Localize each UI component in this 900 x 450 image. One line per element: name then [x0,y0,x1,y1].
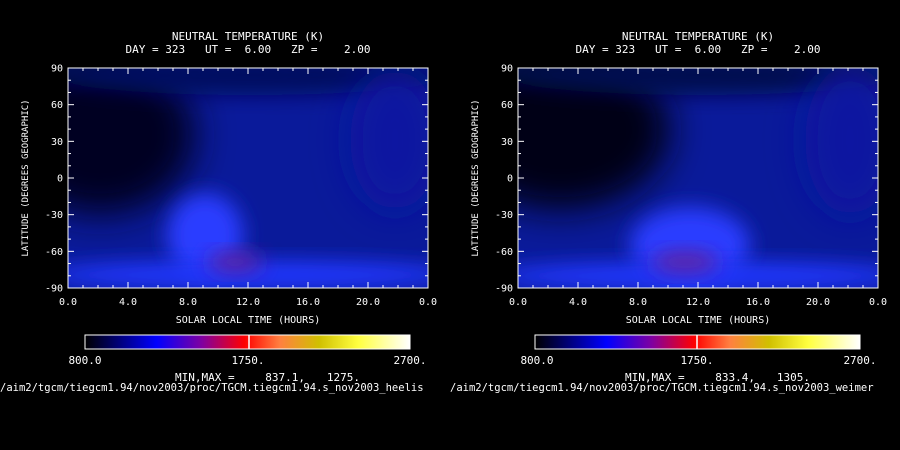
chart-panel-right: NEUTRAL TEMPERATURE (K) DAY = 323 UT = 6… [471,30,887,384]
y-tick-label: 90 [51,64,63,75]
heatmap-dark-region-east [805,68,878,215]
colorbar-max-label: 2700. [393,354,426,367]
axis-ticks: 0.0 4.0 8.0 12.0 16.0 20.0 0.0 90 60 30 0 -30 -60 -90 [45,64,437,309]
source-path-right: /aim2/tgcm/tiegcm1.94/nov2003/proc/TGCM.… [450,382,900,394]
heatmap-cold-region-north [518,68,878,95]
x-tick-label: 12.0 [236,297,260,308]
heatmap-dark-region-east [350,70,428,210]
chart-panel-left: NEUTRAL TEMPERATURE (K) DAY = 323 UT = 6… [21,30,437,384]
heatmap-hot-spot [207,252,263,272]
heatmap-field [518,68,878,288]
minmax-label: MIN,MAX = [625,371,685,384]
source-path-left-text: /aim2/tgcm/tiegcm1.94/nov2003/proc/TGCM.… [0,382,424,394]
chart-title: NEUTRAL TEMPERATURE (K) [172,30,324,43]
x-tick-label: 8.0 [179,297,197,308]
y-tick-label: 90 [501,64,513,75]
heatmap-field [68,68,428,288]
heatmap-cold-region [68,68,195,215]
y-tick-label: 30 [501,137,513,148]
colorbar-max-label: 2700. [843,354,876,367]
x-tick-label: 20.0 [356,297,380,308]
colorbar-mid-label: 1750. [680,354,713,367]
colorbar-mid-label: 1750. [231,354,264,367]
y-tick-label: 60 [51,100,63,111]
colorbar-min-label: 800.0 [520,354,553,367]
x-tick-label: 0.0 [59,297,77,308]
source-path-right-text: /aim2/tgcm/tiegcm1.94/nov2003/proc/TGCM.… [450,382,874,394]
heatmap-warm-band [68,261,428,288]
heatmap-cold-region-north [68,68,428,95]
x-tick-label: 8.0 [629,297,647,308]
source-path-left: /aim2/tgcm/tiegcm1.94/nov2003/proc/TGCM.… [0,382,450,394]
minmax-label: MIN,MAX = [175,371,235,384]
y-tick-label: -30 [495,210,513,221]
y-tick-label: 60 [501,100,513,111]
y-axis-label: LATITUDE (DEGREES GEOGRAPHIC) [21,99,31,256]
heatmap-hot-spot [651,251,719,273]
x-tick-label: 0.0 [509,297,527,308]
x-axis-label: SOLAR LOCAL TIME (HOURS) [626,315,771,326]
y-tick-label: 30 [51,137,63,148]
x-tick-label: 4.0 [569,297,587,308]
x-tick-label: 12.0 [686,297,710,308]
y-tick-label: 0 [57,174,63,185]
max-value: 1275. [327,371,360,384]
y-tick-label: -90 [495,284,513,295]
y-tick-label: -60 [495,247,513,258]
y-tick-label: -60 [45,247,63,258]
min-value: 833.4, [715,371,755,384]
colorbar [84,334,411,350]
y-tick-label: -30 [45,210,63,221]
colorbar-min-label: 800.0 [68,354,101,367]
x-tick-label: 20.0 [806,297,830,308]
y-tick-label: -90 [45,284,63,295]
x-tick-label: 0.0 [419,297,437,308]
x-axis-label: SOLAR LOCAL TIME (HOURS) [176,315,321,326]
y-axis-label: LATITUDE (DEGREES GEOGRAPHIC) [471,99,481,256]
axis-ticks: 0.0 4.0 8.0 12.0 16.0 20.0 0.0 90 60 30 0 -30 -60 -90 [495,64,887,309]
x-tick-label: 4.0 [119,297,137,308]
min-value: 837.1, [265,371,305,384]
x-tick-label: 16.0 [746,297,770,308]
x-tick-label: 0.0 [869,297,887,308]
chart-title: NEUTRAL TEMPERATURE (K) [622,30,774,43]
heatmap-warm-band [518,262,878,288]
chart-subtitle: DAY = 323 UT = 6.00 ZP = 2.00 [575,43,820,56]
x-tick-label: 16.0 [296,297,320,308]
max-value: 1305. [777,371,810,384]
y-tick-label: 0 [507,174,513,185]
heatmap-cold-region [518,68,670,210]
chart-subtitle: DAY = 323 UT = 6.00 ZP = 2.00 [125,43,370,56]
